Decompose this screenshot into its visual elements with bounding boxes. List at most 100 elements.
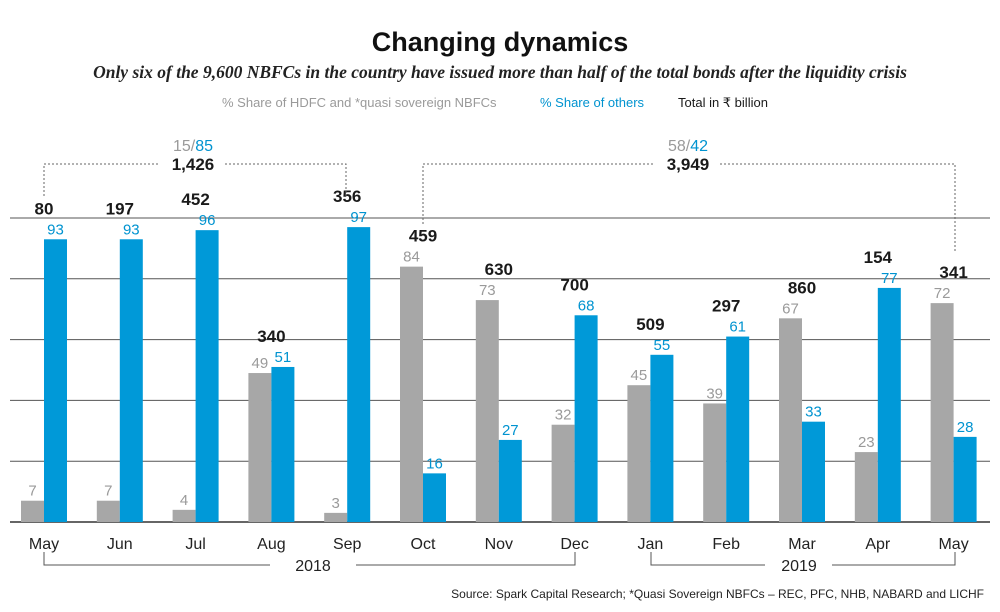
x-tick-label: Dec <box>560 536 588 553</box>
x-tick-label: May <box>29 536 59 553</box>
data-label-hdfc: 39 <box>706 385 723 402</box>
data-label-hdfc: 49 <box>252 355 269 372</box>
bar-others-share <box>953 436 977 522</box>
bars <box>21 227 977 522</box>
x-tick-label: May <box>938 536 968 553</box>
annotation-2-connector <box>422 163 956 252</box>
bar-hdfc-share <box>475 300 499 522</box>
legend-blue-label: % Share of others <box>540 95 645 110</box>
total-label: 80 <box>35 199 54 218</box>
x-tick-label: Oct <box>411 536 436 553</box>
data-label-hdfc: 73 <box>479 282 496 299</box>
data-label-hdfc: 45 <box>631 367 648 384</box>
total-label: 459 <box>409 227 437 246</box>
annotation-1-gray: 15 <box>173 138 191 155</box>
data-label-others: 93 <box>47 221 64 238</box>
bar-hdfc-share <box>96 500 120 522</box>
annotation-period-2: 58/42 3,949 <box>422 138 956 252</box>
legend-total-label: Total in ₹ billion <box>678 95 768 110</box>
data-label-others: 96 <box>199 212 216 229</box>
annotation-1-total: 1,426 <box>172 155 215 174</box>
year-label-2019: 2019 <box>781 558 817 575</box>
x-tick-label: Sep <box>333 536 362 553</box>
x-tick-label: Mar <box>788 536 816 553</box>
total-label: 340 <box>257 327 285 346</box>
x-tick-label: Jun <box>107 536 133 553</box>
bar-hdfc-share <box>854 452 878 522</box>
bar-hdfc-share <box>930 303 954 522</box>
legend-gray-label: % Share of HDFC and *quasi sovereign NBF… <box>222 95 497 110</box>
bar-others-share <box>271 366 295 522</box>
data-label-others: 61 <box>729 319 746 336</box>
annotation-2-split: 58/42 <box>668 138 708 155</box>
annotation-1-connector <box>43 163 347 196</box>
data-label-hdfc: 84 <box>403 249 420 266</box>
bar-hdfc-share <box>324 512 348 522</box>
bar-hdfc-share <box>551 424 575 522</box>
total-label: 452 <box>181 190 209 209</box>
bar-others-share <box>877 287 901 522</box>
data-label-others: 33 <box>805 404 822 421</box>
bar-others-share <box>802 421 825 522</box>
data-label-hdfc: 3 <box>332 495 340 512</box>
data-label-hdfc: 4 <box>180 492 188 509</box>
data-label-hdfc: 32 <box>555 407 572 424</box>
data-label-hdfc: 72 <box>934 285 951 302</box>
total-label: 700 <box>560 275 588 294</box>
source-note: Source: Spark Capital Research; *Quasi S… <box>451 587 984 601</box>
chart-title: Changing dynamics <box>372 27 629 57</box>
data-label-others: 28 <box>957 419 974 436</box>
x-tick-label: Aug <box>257 536 285 553</box>
annotation-period-1: 15/85 1,426 <box>43 138 347 196</box>
total-label: 860 <box>788 278 816 297</box>
bar-others-share <box>423 473 446 522</box>
x-tick-label: Nov <box>485 536 513 553</box>
total-label: 297 <box>712 297 740 316</box>
bar-others-share <box>195 230 219 522</box>
data-label-hdfc: 7 <box>104 483 112 500</box>
data-label-others: 77 <box>881 270 898 287</box>
data-label-others: 16 <box>426 455 443 472</box>
annotation-1-blue: 85 <box>195 138 213 155</box>
data-label-others: 27 <box>502 422 519 439</box>
annotation-2-total: 3,949 <box>667 155 710 174</box>
bar-hdfc-share <box>172 509 196 522</box>
bar-others-share <box>44 239 67 522</box>
bar-hdfc-share <box>248 373 272 522</box>
data-label-others: 51 <box>275 349 292 366</box>
year-bracket-2018: 2018 <box>43 552 576 575</box>
bar-others-share <box>498 439 522 522</box>
bar-hdfc-share <box>21 500 44 522</box>
data-label-hdfc: 7 <box>28 483 36 500</box>
year-label-2018: 2018 <box>295 558 331 575</box>
total-label: 356 <box>333 187 361 206</box>
annotation-1-split: 15/85 <box>173 138 213 155</box>
total-label: 509 <box>636 315 664 334</box>
bar-others-share <box>574 315 598 522</box>
data-label-others: 68 <box>578 297 595 314</box>
bar-hdfc-share <box>703 403 727 522</box>
data-label-others: 55 <box>654 337 671 354</box>
x-tick-label: Jan <box>638 536 664 553</box>
annotation-2-blue: 42 <box>690 138 708 155</box>
bar-others-share <box>650 354 674 522</box>
total-label: 197 <box>106 199 134 218</box>
total-label: 630 <box>485 260 513 279</box>
x-tick-label: Apr <box>865 536 891 553</box>
annotation-2-gray: 58 <box>668 138 686 155</box>
bar-others-share <box>119 239 143 522</box>
data-label-others: 97 <box>350 209 367 226</box>
year-bracket-2019: 2019 <box>650 552 956 575</box>
x-tick-label: Feb <box>712 536 740 553</box>
bar-others-share <box>726 336 750 522</box>
data-label-hdfc: 23 <box>858 434 875 451</box>
total-label: 341 <box>939 263 967 282</box>
bar-hdfc-share <box>627 385 651 522</box>
x-tick-label: Jul <box>185 536 205 553</box>
data-label-others: 93 <box>123 221 140 238</box>
bar-hdfc-share <box>779 318 802 522</box>
bar-hdfc-share <box>400 266 423 522</box>
data-label-hdfc: 67 <box>782 300 799 317</box>
